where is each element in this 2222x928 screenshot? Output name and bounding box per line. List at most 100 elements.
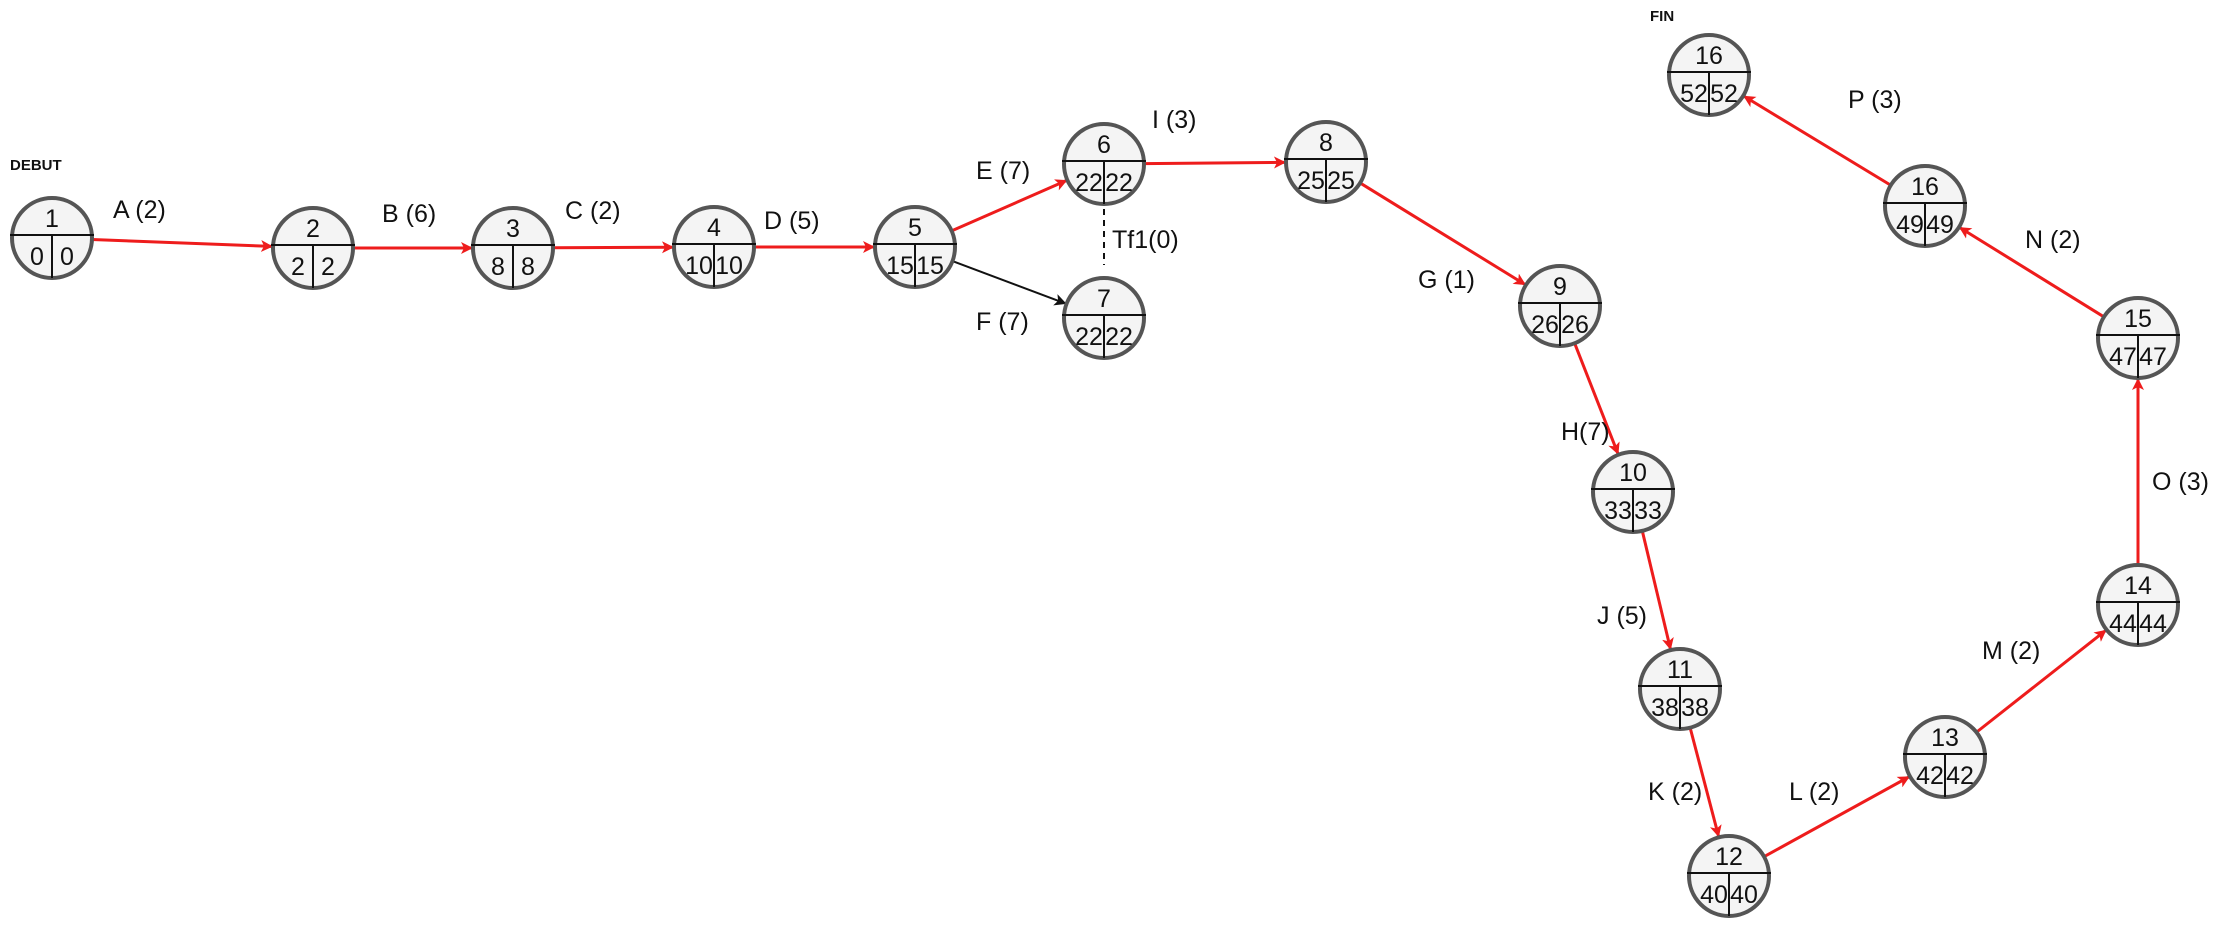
event-node-early-date: 10 [685,252,713,280]
event-node-number: 6 [1097,131,1111,159]
activity-arrow-9 [1640,530,1674,651]
event-node-8: 8 25 25 [1284,120,1368,204]
event-node-early-date: 26 [1531,311,1559,339]
activity-arrow-15 [1743,94,1892,187]
activity-arrow-11 [1763,775,1910,859]
event-node-14: 14 44 44 [2096,563,2180,647]
event-node-number: 15 [2124,305,2152,333]
event-node-early-date: 22 [1075,169,1103,197]
event-node-early-date: 44 [2109,610,2137,638]
activity-label-10: K (2) [1648,778,1702,806]
event-node-number: 11 [1667,656,1693,684]
event-node-16: 16 49 49 [1883,164,1967,248]
event-node-late-date: 15 [916,252,944,280]
event-node-late-date: 22 [1105,323,1133,351]
activity-label-13: O (3) [2152,468,2209,496]
event-node-17: 16 52 52 [1667,33,1751,117]
event-node-5: 5 15 15 [873,205,957,289]
event-node-early-date: 47 [2109,343,2137,371]
activity-arrow-2 [552,241,675,254]
activity-label-5: F (7) [976,308,1029,336]
event-node-12: 12 40 40 [1687,834,1771,918]
event-node-early-date: 38 [1651,694,1679,722]
event-node-late-date: 25 [1327,167,1355,195]
event-node-early-date: 22 [1075,323,1103,351]
activity-arrow-12 [1975,629,2107,734]
event-node-late-date: 22 [1105,169,1133,197]
event-node-number: 12 [1715,843,1743,871]
event-node-number: 14 [2124,572,2152,600]
event-node-number: 16 [1695,42,1723,70]
edges-layer: A (2) B (6) C (2) D (5) E (7) F (7) I (3) G (1)… [91,86,2209,859]
event-node-number: 2 [306,215,320,243]
event-node-11: 11 38 38 [1638,647,1722,731]
event-node-late-date: 38 [1681,694,1709,722]
event-node-number: 16 [1911,173,1939,201]
activity-label-12: M (2) [1982,637,2040,665]
event-node-late-date: 8 [521,253,535,281]
event-node-number: 7 [1097,285,1111,313]
event-node-early-date: 15 [886,252,914,280]
event-node-late-date: 44 [2139,610,2167,638]
activity-arrow-10 [1688,727,1722,838]
activity-arrow-8 [1573,342,1620,455]
activity-arrow-4 [951,179,1068,233]
event-node-early-date: 2 [291,253,305,281]
event-node-9: 9 26 26 [1518,264,1602,348]
event-node-early-date: 49 [1896,211,1924,239]
event-node-late-date: 47 [2139,343,2167,371]
event-node-late-date: 42 [1946,762,1974,790]
activity-label-14: N (2) [2025,226,2081,254]
event-node-1: 10 0 [10,196,94,280]
event-node-number: 9 [1553,273,1567,301]
activity-label-2: C (2) [565,197,621,225]
event-node-number: 5 [908,214,922,242]
event-node-late-date: 10 [715,252,743,280]
finish-marker: FIN [1650,8,1674,25]
event-node-3: 38 8 [471,206,555,290]
event-node-number: 8 [1319,129,1333,157]
event-node-early-date: 8 [491,253,505,281]
activity-label-3: D (5) [764,207,820,235]
event-node-number: 3 [506,215,520,243]
event-node-early-date: 25 [1297,167,1325,195]
activity-label-4: E (7) [976,157,1030,185]
event-node-late-date: 26 [1561,311,1589,339]
event-node-15: 15 47 47 [2096,296,2180,380]
event-node-late-date: 0 [60,243,74,271]
event-node-2: 22 2 [271,206,355,290]
activity-arrow-14 [1959,226,2105,319]
dummy-activity-label: Tf1(0) [1112,226,1179,254]
activity-arrow-0 [91,238,274,253]
event-node-late-date: 49 [1926,211,1954,239]
event-node-late-date: 52 [1710,80,1738,108]
event-node-early-date: 42 [1916,762,1944,790]
event-node-number: 10 [1619,459,1647,487]
event-node-early-date: 40 [1700,881,1728,909]
activity-label-1: B (6) [382,200,436,228]
activity-arrow-7 [1359,181,1526,286]
event-node-early-date: 0 [30,243,44,271]
event-node-early-date: 52 [1680,80,1708,108]
activity-label-7: G (1) [1418,266,1475,294]
activity-label-11: L (2) [1789,778,1839,806]
event-node-late-date: 40 [1730,881,1758,909]
event-node-late-date: 2 [321,253,335,281]
event-node-number: 13 [1931,724,1959,752]
activity-label-6: I (3) [1152,106,1196,134]
event-node-early-date: 33 [1604,497,1632,525]
activity-label-0: A (2) [113,196,166,224]
event-node-13: 13 42 42 [1903,715,1987,799]
event-node-4: 4 10 10 [672,205,756,289]
event-node-10: 10 33 33 [1591,450,1675,534]
event-node-number: 4 [707,214,721,242]
start-marker: DEBUT [10,157,62,174]
event-node-6: 6 22 22 [1062,122,1146,206]
activity-label-9: J (5) [1597,602,1647,630]
event-node-late-date: 33 [1634,497,1662,525]
activity-label-8: H(7) [1561,418,1610,446]
activity-arrow-6 [1143,156,1287,169]
event-node-7: 7 22 22 [1062,276,1146,360]
